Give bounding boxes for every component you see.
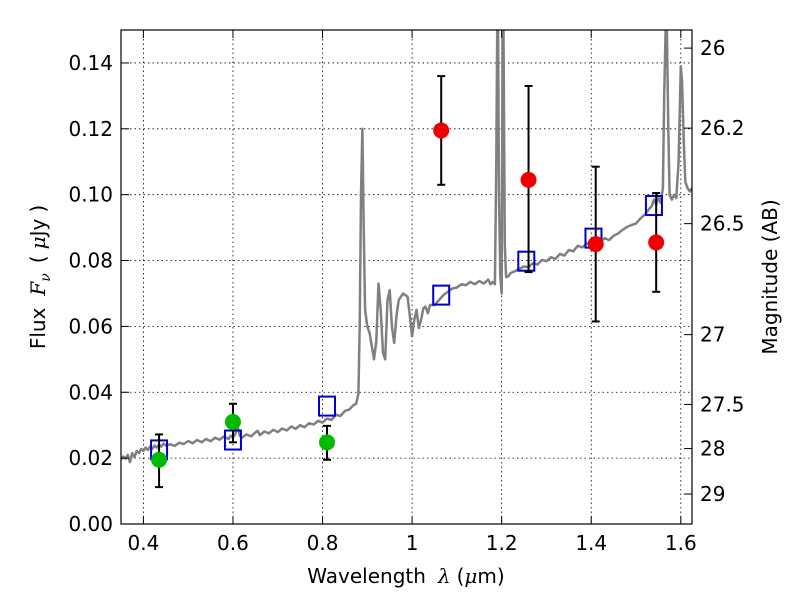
y-tick-label: 0.08 — [68, 249, 113, 273]
x-tick-label: 1 — [406, 531, 419, 555]
x-axis-label: Wavelength λ (μm) — [307, 564, 504, 588]
x-tick-label: 1.2 — [486, 531, 518, 555]
observed-data-point — [520, 171, 537, 188]
x-tick-label: 0.6 — [217, 531, 249, 555]
plot-frame — [120, 29, 693, 525]
mag-tick-label: 26.5 — [700, 212, 745, 236]
x-tick-label: 1.4 — [575, 531, 607, 555]
x-tick-label: 0.4 — [127, 531, 159, 555]
observed-data-point — [224, 413, 241, 430]
model-spectrum-line — [121, 30, 692, 464]
observed-data-point — [151, 451, 168, 468]
model-photometry-square — [644, 195, 663, 217]
y-tick-label: 0.02 — [68, 446, 113, 470]
axis-ticks: 0.4 0.6 0.8 1 1.2 1.4 1.6 0.00 0.02 0.04 0.06 0.08 0… — [68, 30, 745, 555]
mag-tick-label: 26 — [700, 36, 725, 60]
y-tick-label: 0.04 — [68, 380, 113, 404]
mag-tick-label: 27.5 — [700, 392, 745, 416]
y-axis-label: FluxFν(μJy) — [26, 205, 54, 349]
mag-tick-label: 28 — [700, 437, 725, 461]
right-axis-label: Magnitude (AB) — [758, 199, 782, 354]
observed-data-point — [319, 434, 336, 451]
y-tick-label: 0.12 — [68, 117, 113, 141]
mag-tick-label: 26.2 — [700, 116, 745, 140]
x-tick-label: 1.6 — [665, 531, 697, 555]
mag-tick-label: 27 — [700, 323, 725, 347]
plot-area — [121, 30, 692, 489]
observed-data-point — [433, 122, 450, 139]
model-photometry-square — [432, 284, 451, 306]
model-photometry-square — [517, 250, 536, 272]
mag-tick-label: 29 — [700, 482, 725, 506]
observed-data-point — [587, 236, 604, 253]
observed-data-point — [648, 234, 665, 251]
y-tick-label: 0.06 — [68, 314, 113, 338]
model-photometry-square — [318, 395, 337, 417]
x-tick-label: 0.8 — [307, 531, 339, 555]
y-tick-label: 0.00 — [68, 512, 113, 536]
y-tick-label: 0.10 — [68, 183, 113, 207]
y-tick-label: 0.14 — [68, 51, 113, 75]
